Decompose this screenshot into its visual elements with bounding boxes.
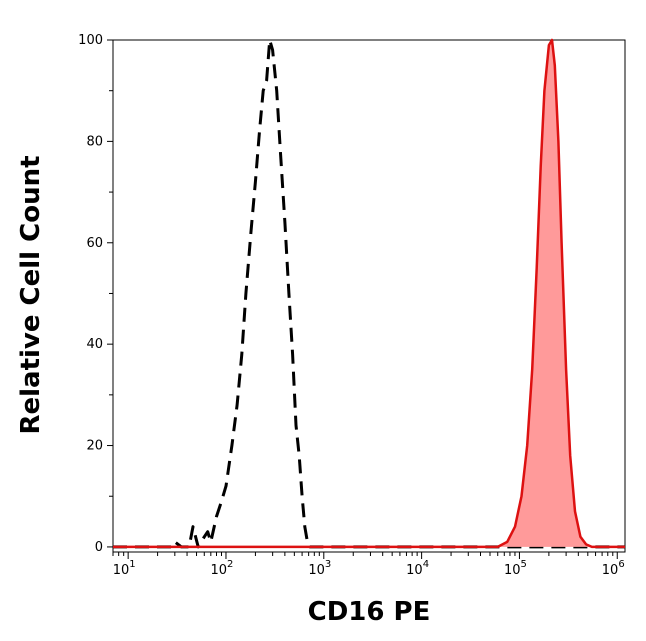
y-tick-label: 60 xyxy=(86,236,103,251)
y-tick-label: 20 xyxy=(86,439,103,454)
x-tick-label: 104 xyxy=(406,559,429,578)
x-tick-label: 102 xyxy=(211,559,234,578)
x-tick-label: 105 xyxy=(504,559,527,578)
x-tick-label: 103 xyxy=(308,559,331,578)
y-tick-label: 0 xyxy=(95,540,103,555)
series-1-line xyxy=(113,38,625,549)
y-axis-title: Relative Cell Count xyxy=(16,155,46,434)
series-layer xyxy=(113,38,625,549)
x-tick-label: 101 xyxy=(113,559,136,578)
y-tick-label: 80 xyxy=(86,134,103,149)
plot-frame xyxy=(112,39,626,553)
x-tick-label: 106 xyxy=(602,559,625,578)
series-0-line xyxy=(113,38,625,549)
x-axis-title: CD16 PE xyxy=(308,597,431,627)
y-tick-label: 100 xyxy=(78,33,103,48)
x-axis: 101 102 103 104 105 106 xyxy=(112,552,625,578)
y-axis: 0 20 40 60 80 100 xyxy=(78,33,113,555)
y-tick-label: 40 xyxy=(86,337,103,352)
series-1-fill xyxy=(113,40,625,547)
